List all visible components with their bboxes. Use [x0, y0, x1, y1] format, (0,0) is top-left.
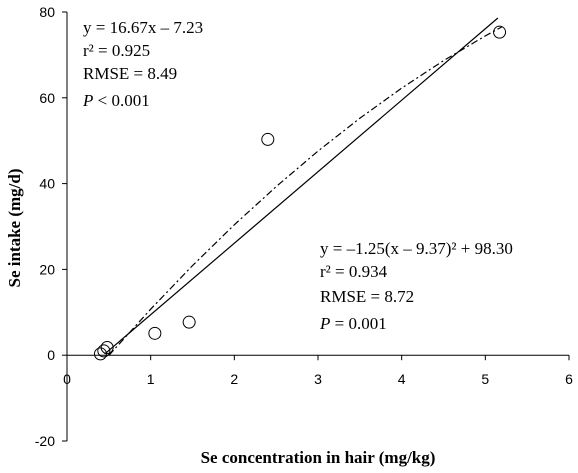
annotation: r² = 0.925: [83, 41, 150, 60]
data-point: [148, 326, 162, 340]
annotation-italic: P: [82, 91, 93, 110]
y-tick-label: -20: [35, 433, 55, 449]
annotation-text: RMSE = 8.72: [320, 287, 414, 306]
y-tick-label: 80: [39, 4, 55, 20]
x-tick-label: 1: [147, 371, 155, 387]
annotation: r² = 0.934: [320, 262, 388, 281]
x-tick-label: 5: [481, 371, 489, 387]
annotation-text: r² = 0.934: [320, 262, 388, 281]
annotation: y = –1.25(x – 9.37)² + 98.30: [320, 239, 513, 258]
annotation: RMSE = 8.72: [320, 287, 414, 306]
annotation-text: y = –1.25(x – 9.37)² + 98.30: [320, 239, 513, 258]
annotation: P = 0.001: [319, 314, 387, 333]
y-tick-label: 0: [47, 347, 55, 363]
y-axis-label: Se intake (mg/d): [5, 169, 24, 288]
annotation: RMSE = 8.49: [83, 64, 177, 83]
annotation: P < 0.001: [82, 91, 150, 110]
annotation-text: RMSE = 8.49: [83, 64, 177, 83]
x-tick-label: 3: [314, 371, 322, 387]
y-tick-label: 60: [39, 90, 55, 106]
fit-line: [104, 17, 499, 355]
y-tick-label: 40: [39, 176, 55, 192]
data-point: [97, 344, 111, 358]
annotation-text: = 0.001: [330, 314, 386, 333]
annotation: y = 16.67x – 7.23: [83, 18, 203, 37]
x-tick-label: 6: [565, 371, 573, 387]
x-tick-label: 2: [230, 371, 238, 387]
data-point: [261, 132, 275, 146]
data-point: [493, 25, 507, 39]
data-point: [182, 315, 196, 329]
annotation-text: y = 16.67x – 7.23: [83, 18, 203, 37]
x-tick-label: 0: [63, 371, 71, 387]
x-tick-label: 4: [398, 371, 406, 387]
annotation-italic: P: [319, 314, 330, 333]
x-axis-label: Se concentration in hair (mg/kg): [201, 448, 436, 467]
annotation-text: < 0.001: [93, 91, 149, 110]
annotation-text: r² = 0.925: [83, 41, 150, 60]
y-tick-label: 20: [39, 261, 55, 277]
